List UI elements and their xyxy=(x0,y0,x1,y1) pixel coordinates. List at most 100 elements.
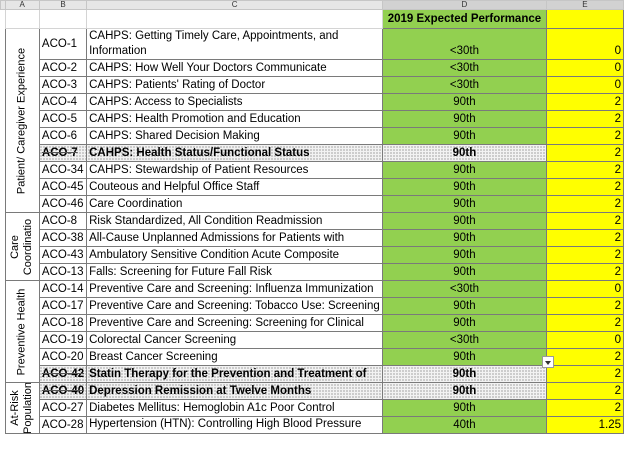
measure-description[interactable]: CAHPS: Getting Timely Care, Appointments… xyxy=(86,28,384,60)
measure-code[interactable]: ACO-4 xyxy=(38,93,88,111)
measure-code[interactable]: ACO-45 xyxy=(38,178,88,196)
expected-performance[interactable]: <30th xyxy=(382,331,547,349)
measure-code[interactable]: ACO-17 xyxy=(38,297,88,315)
measure-code[interactable]: ACO-20 xyxy=(38,348,88,366)
measure-description[interactable]: Breast Cancer Screening xyxy=(86,348,384,366)
expected-performance[interactable]: <30th xyxy=(382,280,547,298)
measure-description[interactable]: Ambulatory Sensitive Condition Acute Com… xyxy=(86,246,384,264)
expected-performance[interactable]: 90th xyxy=(382,314,547,332)
measure-code[interactable]: ACO-5 xyxy=(38,110,88,128)
expected-performance[interactable]: 90th xyxy=(382,212,547,230)
measure-description[interactable]: Preventive Care and Screening: Screening… xyxy=(86,314,384,332)
measure-description[interactable]: All-Cause Unplanned Admissions for Patie… xyxy=(86,229,384,247)
cell-c1[interactable] xyxy=(86,9,384,29)
expected-performance[interactable]: 90th xyxy=(382,246,547,264)
score-value[interactable]: 2 xyxy=(545,161,624,179)
expected-performance[interactable]: 90th xyxy=(382,127,547,145)
score-value[interactable]: 2 xyxy=(545,229,624,247)
expected-performance[interactable]: 90th xyxy=(382,365,547,383)
score-value[interactable]: 0 xyxy=(545,76,624,94)
score-value[interactable]: 1.25 xyxy=(545,416,624,434)
expected-performance[interactable]: <30th xyxy=(382,76,547,94)
score-value[interactable]: 2 xyxy=(545,110,624,128)
score-value[interactable]: 2 xyxy=(545,382,624,400)
measure-code[interactable]: ACO-43 xyxy=(38,246,88,264)
score-value[interactable]: 2 xyxy=(545,93,624,111)
expected-performance[interactable]: <30th xyxy=(382,59,547,77)
measure-code[interactable]: ACO-42 xyxy=(38,365,88,383)
measure-code[interactable]: ACO-1 xyxy=(38,28,88,60)
measure-description[interactable]: Care Coordination xyxy=(86,195,384,213)
measure-description[interactable]: CAHPS: Shared Decision Making xyxy=(86,127,384,145)
measure-code[interactable]: ACO-46 xyxy=(38,195,88,213)
measure-description[interactable]: CAHPS: Health Status/Functional Status xyxy=(86,144,384,162)
cell-dropdown-arrow-icon[interactable] xyxy=(542,356,554,368)
score-value[interactable]: 2 xyxy=(545,348,624,366)
measure-description[interactable]: Risk Standardized, All Condition Readmis… xyxy=(86,212,384,230)
score-value[interactable]: 2 xyxy=(545,144,624,162)
measure-code[interactable]: ACO-8 xyxy=(38,212,88,230)
expected-performance[interactable]: 90th xyxy=(382,263,547,281)
expected-performance[interactable]: 90th xyxy=(382,195,547,213)
expected-performance[interactable]: 90th xyxy=(382,382,547,400)
cell-a1[interactable] xyxy=(4,9,40,29)
expected-performance[interactable]: <30th xyxy=(382,28,547,60)
column-header-d[interactable]: D xyxy=(382,0,547,10)
measure-description[interactable]: Falls: Screening for Future Fall Risk xyxy=(86,263,384,281)
score-value[interactable]: 0 xyxy=(545,59,624,77)
measure-description[interactable]: CAHPS: Patients' Rating of Doctor xyxy=(86,76,384,94)
expected-performance[interactable]: 90th xyxy=(382,144,547,162)
column-header-e[interactable]: E xyxy=(545,0,624,10)
score-value[interactable]: 2 xyxy=(545,365,624,383)
measure-code[interactable]: ACO-14 xyxy=(38,280,88,298)
score-value[interactable]: 0 xyxy=(545,280,624,298)
measure-description[interactable]: Preventive Care and Screening: Tobacco U… xyxy=(86,297,384,315)
group-label-preventive-health[interactable]: Preventive Health xyxy=(4,280,40,383)
measure-code[interactable]: ACO-38 xyxy=(38,229,88,247)
score-value[interactable]: 0 xyxy=(545,331,624,349)
group-label-patient-experience[interactable]: Patient/ Caregiver Experience xyxy=(4,28,40,213)
expected-performance[interactable]: 90th xyxy=(382,110,547,128)
cell-e1[interactable] xyxy=(545,9,624,29)
measure-code[interactable]: ACO-34 xyxy=(38,161,88,179)
group-label-care-coordination[interactable]: Care Coordinatio xyxy=(4,212,40,281)
expected-performance[interactable]: 90th xyxy=(382,297,547,315)
cell-b1[interactable] xyxy=(38,9,88,29)
measure-description[interactable]: CAHPS: How Well Your Doctors Communicate xyxy=(86,59,384,77)
expected-performance[interactable]: 90th xyxy=(382,93,547,111)
measure-code[interactable]: ACO-2 xyxy=(38,59,88,77)
expected-performance[interactable]: 90th xyxy=(382,229,547,247)
measure-description[interactable]: Diabetes Mellitus: Hemoglobin A1c Poor C… xyxy=(86,399,384,417)
expected-performance[interactable]: 40th xyxy=(382,416,547,434)
score-value[interactable]: 2 xyxy=(545,178,624,196)
score-value[interactable]: 2 xyxy=(545,246,624,264)
score-value[interactable]: 2 xyxy=(545,212,624,230)
measure-description[interactable]: Couteous and Helpful Office Staff xyxy=(86,178,384,196)
expected-performance[interactable]: 90th xyxy=(382,348,547,366)
score-value[interactable]: 2 xyxy=(545,195,624,213)
score-value[interactable]: 2 xyxy=(545,314,624,332)
expected-performance[interactable]: 90th xyxy=(382,178,547,196)
measure-code[interactable]: ACO-40 xyxy=(38,382,88,400)
score-value[interactable]: 2 xyxy=(545,399,624,417)
column-header-b[interactable]: B xyxy=(38,0,88,10)
measure-code[interactable]: ACO-18 xyxy=(38,314,88,332)
expected-performance[interactable]: 90th xyxy=(382,161,547,179)
measure-description[interactable]: CAHPS: Access to Specialists xyxy=(86,93,384,111)
measure-description[interactable]: CAHPS: Stewardship of Patient Resources xyxy=(86,161,384,179)
score-value[interactable]: 2 xyxy=(545,263,624,281)
score-value[interactable]: 2 xyxy=(545,297,624,315)
group-label-at-risk-population[interactable]: At-Risk Population xyxy=(4,382,40,434)
measure-description[interactable]: Statin Therapy for the Prevention and Tr… xyxy=(86,365,384,383)
score-value[interactable]: 2 xyxy=(545,127,624,145)
measure-code[interactable]: ACO-19 xyxy=(38,331,88,349)
measure-code[interactable]: ACO-27 xyxy=(38,399,88,417)
measure-description[interactable]: Preventive Care and Screening: Influenza… xyxy=(86,280,384,298)
score-value[interactable]: 0 xyxy=(545,28,624,60)
column-header-c[interactable]: C xyxy=(86,0,384,10)
expected-performance[interactable]: 90th xyxy=(382,399,547,417)
measure-code[interactable]: ACO-7 xyxy=(38,144,88,162)
measure-code[interactable]: ACO-6 xyxy=(38,127,88,145)
measure-code[interactable]: ACO-13 xyxy=(38,263,88,281)
measure-description[interactable]: Colorectal Cancer Screening xyxy=(86,331,384,349)
